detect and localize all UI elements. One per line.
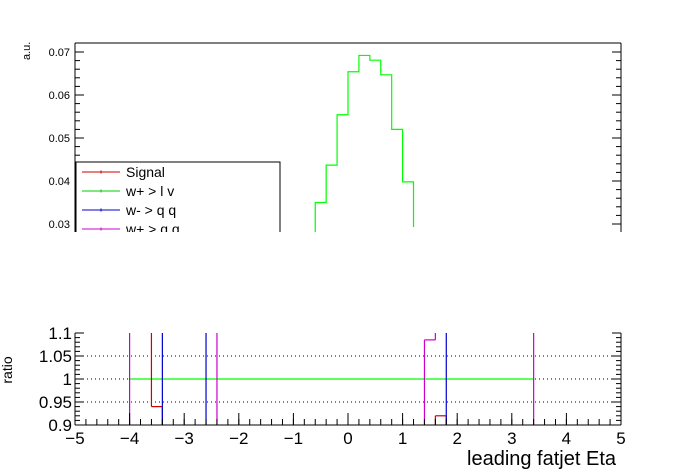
- ratio-xtick-label: 3: [507, 429, 516, 448]
- legend-label: w+ > l v: [125, 183, 174, 199]
- legend-label: w- > q q: [125, 202, 176, 218]
- ratio-ylabel: ratio: [0, 356, 15, 383]
- legend: Signal w+ > l v w- > q q w+ > q q: [75, 161, 281, 237]
- main-panel: 0.03 0.04 0.05 0.06 0.07 Signal w+ > l v w- > q…: [21, 42, 622, 237]
- ratio-xtick-label: 2: [452, 429, 461, 448]
- ratio-xtick-label: −4: [120, 429, 139, 448]
- main-ylabel: a.u.: [21, 42, 33, 60]
- series-line-wplus-lv: [314, 54, 415, 232]
- ratio-xtick-label: 4: [562, 429, 571, 448]
- ratio-plot-area: [129, 333, 535, 425]
- ratio-ytick-label: 0.95: [39, 393, 72, 412]
- main-ytick-label: 0.07: [49, 47, 70, 59]
- main-ytick-label: 0.06: [49, 90, 70, 102]
- main-ytick-label: 0.03: [49, 219, 70, 231]
- legend-label: Signal: [126, 164, 165, 180]
- ratio-ytick-label: 0.9: [48, 416, 72, 435]
- ratio-xtick-label: 1: [398, 429, 407, 448]
- ratio-xtick-label: 5: [616, 429, 625, 448]
- ratio-ytick-label: 1: [63, 370, 72, 389]
- main-ytick-label: 0.05: [49, 133, 70, 145]
- ratio-xtick-label: 0: [343, 429, 352, 448]
- legend-box: [75, 161, 281, 232]
- ratio-ytick-label: 1.05: [39, 347, 72, 366]
- ratio-xtick-label: −1: [284, 429, 303, 448]
- main-plot-area: 0.03 0.04 0.05 0.06 0.07 Signal w+ > l v w- > q…: [49, 42, 622, 237]
- legend-label: w+ > q q: [125, 221, 180, 237]
- ratio-xtick-label: −2: [229, 429, 248, 448]
- ratio-xtick-label: −5: [65, 429, 84, 448]
- main-ytick-label: 0.04: [49, 176, 70, 188]
- ratio-xlabel: leading fatjet Eta: [467, 448, 617, 470]
- ratio-ylabel-wrap: ratio: [0, 356, 15, 383]
- ratio-xtick-label: −3: [175, 429, 194, 448]
- ratio-ytick-label: 1.1: [48, 324, 72, 343]
